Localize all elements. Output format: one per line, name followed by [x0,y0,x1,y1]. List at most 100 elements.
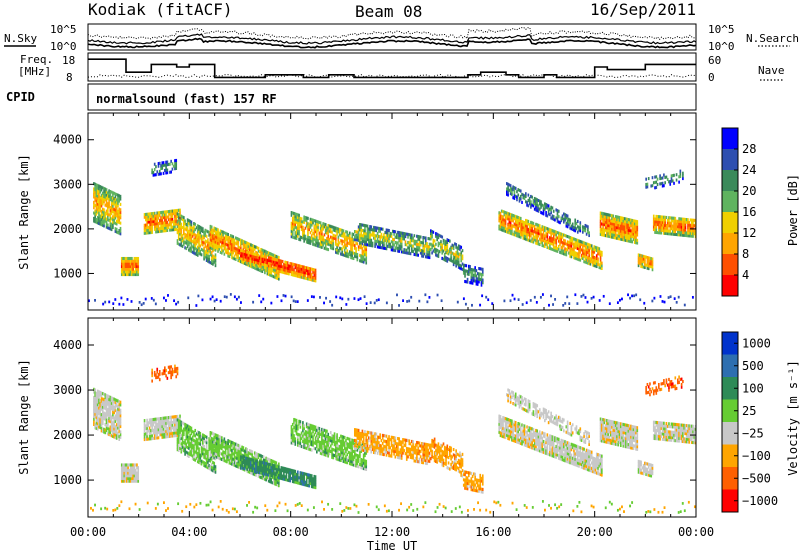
scatter-cell [136,270,138,274]
scatter-cell [227,243,229,247]
scatter-cell [688,231,691,235]
scatter-cell [607,226,609,230]
scatter-cell [480,278,483,282]
scatter-cell [302,236,304,240]
scatter-cell [535,241,537,245]
scatter-cell [546,203,549,207]
scatter-cell [531,240,533,244]
ground-cell [201,298,204,302]
scatter-cell [156,422,159,426]
scatter-cell [251,265,254,269]
scatter-cell [150,420,152,425]
scatter-cell [169,432,171,436]
scatter-cell [93,422,95,426]
scatter-cell [134,463,137,467]
scatter-cell [109,428,112,432]
scatter-cell [679,230,682,234]
scatter-cell [143,419,146,423]
scatter-cell [170,370,172,374]
scatter-cell [362,223,365,227]
scatter-cell [147,217,150,221]
scatter-cell [123,471,126,475]
scatter-cell [585,232,588,236]
scatter-cell [124,259,127,263]
scatter-cell [538,199,541,203]
scatter-cell [155,216,157,221]
scatter-cell [180,447,183,451]
scatter-cell [455,256,457,260]
scatter-cell [161,419,164,423]
scatter-cell [300,227,303,232]
scatter-cell [347,236,350,240]
scatter-cell [227,235,229,239]
scatter-cell [473,279,475,283]
scatter-cell [374,236,376,240]
scatter-cell [663,173,665,177]
scatter-cell [670,221,673,225]
scatter-cell [191,240,194,244]
scatter-cell [514,222,517,227]
scatter-cell [332,225,335,229]
scatter-cell [673,230,675,234]
scatter-cell [651,260,654,264]
scatter-cell [671,229,674,234]
scatter-cell [465,269,468,273]
scatter-cell [547,238,550,242]
scatter-cell [164,421,166,426]
scatter-cell [185,442,188,446]
scatter-cell [129,476,132,481]
scatter-cell [248,256,251,260]
scatter-cell [176,418,179,422]
beam-title: Beam 08 [355,2,422,21]
scatter-cell [316,233,318,237]
scatter-cell [128,273,131,277]
scatter-cell [228,236,231,240]
scatter-cell [678,180,680,184]
scatter-cell [348,239,351,243]
scatter-cell [288,264,290,268]
scatter-cell [457,255,460,259]
scatter-cell [682,220,684,224]
scatter-cell [155,425,157,429]
scatter-cell [151,225,153,229]
scatter-cell [595,256,598,261]
scatter-cell [104,412,107,416]
scatter-cell [195,456,198,460]
scatter-cell [412,244,414,248]
scatter-cell [324,225,327,229]
scatter-cell [427,247,430,251]
scatter-cell [189,452,191,457]
scatter-cell [120,262,123,266]
scatter-cell [202,248,204,252]
scatter-cell [549,241,551,245]
scatter-cell [155,219,157,223]
scatter-cell [307,240,309,244]
scatter-cell [437,233,440,237]
scatter-cell [143,427,146,431]
scatter-cell [395,243,398,247]
scatter-cell [146,421,148,425]
scatter-cell [307,227,309,231]
scatter-cell [445,240,447,244]
scatter-cell [261,248,264,252]
ground-cell [331,303,334,307]
scatter-cell [151,168,153,172]
scatter-cell [188,232,190,236]
scatter-cell [101,207,104,211]
scatter-cell [229,242,232,246]
scatter-cell [314,240,317,244]
scatter-cell [98,205,100,209]
scatter-cell [156,375,159,379]
scatter-cell [636,222,639,226]
scatter-cell [255,255,257,259]
scatter-cell [188,219,190,223]
scatter-cell [362,257,365,261]
scatter-cell [576,254,579,259]
scatter-cell [688,220,691,225]
scatter-cell [295,266,298,270]
scatter-cell [388,237,390,241]
scatter-cell [104,401,107,405]
scatter-cell [248,253,251,258]
scatter-cell [550,239,552,243]
scatter-cell [299,267,302,271]
